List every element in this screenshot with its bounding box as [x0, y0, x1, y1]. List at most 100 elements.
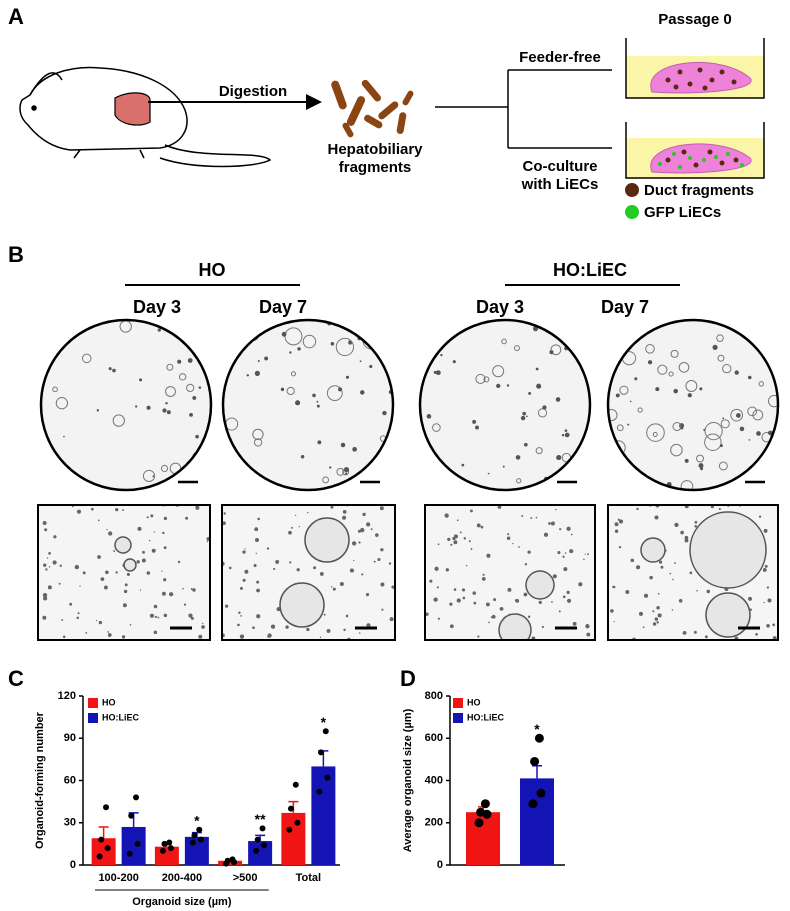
debris [756, 431, 761, 436]
organoid [670, 349, 679, 358]
debris [654, 515, 659, 520]
debris [185, 516, 189, 520]
debris [53, 321, 56, 323]
debris [564, 432, 570, 438]
debris [468, 540, 471, 543]
debris [373, 560, 376, 563]
y-tick-label: 0 [70, 859, 76, 871]
data-point [133, 794, 140, 801]
debris [693, 630, 697, 634]
data-point [254, 836, 261, 843]
debris [162, 408, 167, 413]
debris [224, 604, 229, 608]
debris [766, 586, 770, 589]
debris [689, 571, 693, 575]
y-axis-label: Average organoid size (µm) [402, 708, 414, 852]
debris [161, 591, 166, 596]
debris [696, 589, 698, 592]
organoid [730, 408, 744, 422]
debris [254, 537, 259, 542]
organoid [475, 373, 486, 384]
x-tick-label: 200-400 [162, 872, 202, 884]
debris [189, 412, 193, 417]
debris [550, 521, 555, 526]
debris [76, 616, 79, 620]
debris [139, 378, 143, 382]
debris [634, 377, 638, 381]
debris [289, 351, 292, 354]
debris [630, 558, 635, 563]
bar [466, 812, 500, 865]
panel-label: D [400, 666, 416, 691]
debris [487, 472, 490, 475]
debris [198, 634, 203, 639]
debris [614, 522, 619, 527]
data-point [103, 804, 110, 811]
organoid [55, 397, 69, 410]
debris [193, 328, 197, 332]
debris [488, 621, 490, 624]
well-image [421, 321, 589, 489]
debris [461, 588, 466, 592]
debris [366, 623, 371, 628]
debris [739, 426, 745, 432]
debris [584, 553, 586, 555]
significance: * [194, 812, 200, 828]
debris [461, 463, 465, 467]
debris [330, 505, 334, 509]
debris [97, 519, 100, 522]
debris [182, 587, 184, 590]
debris [561, 434, 565, 437]
debris [288, 530, 292, 535]
organoid [436, 323, 448, 336]
debris [388, 562, 392, 565]
debris [375, 533, 379, 537]
organoid [628, 337, 635, 344]
debris [389, 617, 394, 622]
organoid [290, 371, 296, 377]
debris [658, 560, 663, 564]
organoid [672, 422, 682, 432]
debris [657, 592, 660, 595]
data-point [536, 788, 546, 798]
debris [557, 550, 561, 555]
debris [654, 617, 659, 621]
debris [264, 356, 269, 361]
debris [768, 430, 773, 436]
debris [748, 439, 751, 441]
debris [672, 578, 674, 581]
debris [136, 560, 140, 564]
debris [295, 514, 297, 516]
debris [369, 364, 373, 369]
debris [177, 560, 181, 564]
organoid [253, 438, 263, 447]
debris [254, 527, 259, 532]
debris [763, 601, 765, 604]
organoid [513, 345, 520, 352]
day-label: Day 3 [133, 297, 181, 317]
debris [619, 519, 624, 524]
debris [694, 524, 697, 528]
debris [360, 390, 365, 395]
debris [281, 331, 287, 337]
debris [42, 593, 48, 598]
debris [48, 566, 51, 568]
debris [527, 615, 531, 618]
debris [655, 387, 660, 392]
debris [332, 587, 336, 591]
debris [629, 400, 632, 403]
debris [190, 616, 194, 620]
debris [300, 455, 305, 459]
debris [472, 591, 476, 595]
organoid [326, 385, 343, 402]
organoid [234, 336, 241, 342]
bar [218, 860, 243, 865]
debris [338, 387, 343, 392]
debris [146, 405, 151, 410]
debris [473, 601, 477, 605]
debris [169, 592, 174, 597]
debris [151, 548, 156, 553]
debris [108, 531, 113, 536]
legend-swatch [88, 698, 98, 708]
